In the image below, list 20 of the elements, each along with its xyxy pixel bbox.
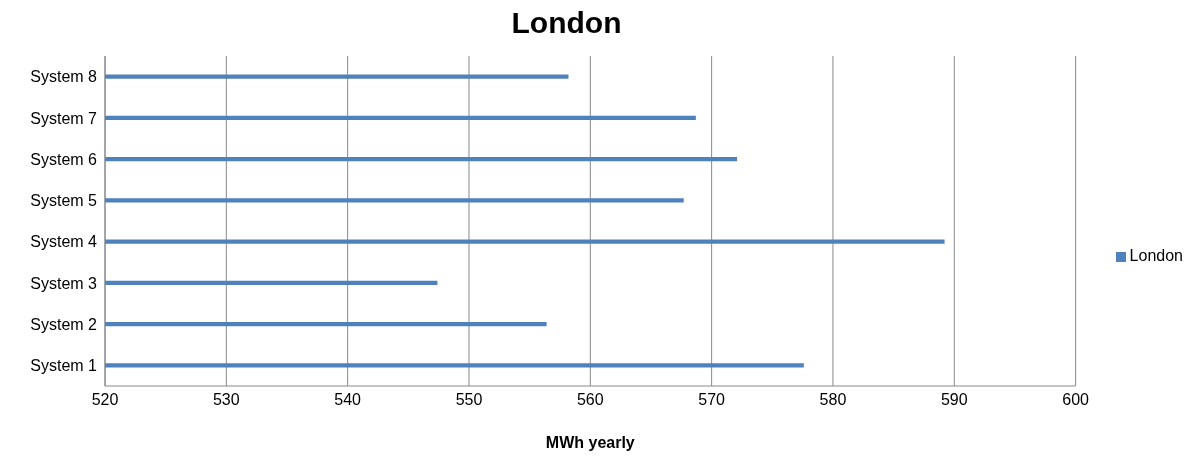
- x-tick-label: 600: [1062, 391, 1090, 409]
- legend-label: London: [1129, 247, 1183, 264]
- x-tick-label: 580: [819, 391, 847, 409]
- y-tick-label: System 7: [30, 109, 98, 127]
- x-tick-label: 560: [576, 391, 604, 409]
- y-tick-label: System 8: [30, 68, 98, 86]
- x-tick-label: 540: [334, 391, 362, 409]
- y-tick-label: System 3: [30, 274, 98, 292]
- x-axis-title: MWh yearly: [545, 434, 635, 451]
- x-tick-label: 550: [455, 391, 483, 409]
- x-tick-label: 570: [698, 391, 726, 409]
- x-tick-label: 590: [940, 391, 968, 409]
- y-tick-label: System 6: [30, 150, 98, 168]
- chart-title: London: [510, 6, 623, 41]
- y-tick-label: System 2: [30, 315, 98, 333]
- y-tick-label: System 1: [30, 357, 98, 375]
- y-tick-label: System 4: [30, 233, 98, 251]
- x-tick-label: 520: [91, 391, 119, 409]
- x-tick-label: 530: [212, 391, 240, 409]
- y-tick-label: System 5: [30, 192, 98, 210]
